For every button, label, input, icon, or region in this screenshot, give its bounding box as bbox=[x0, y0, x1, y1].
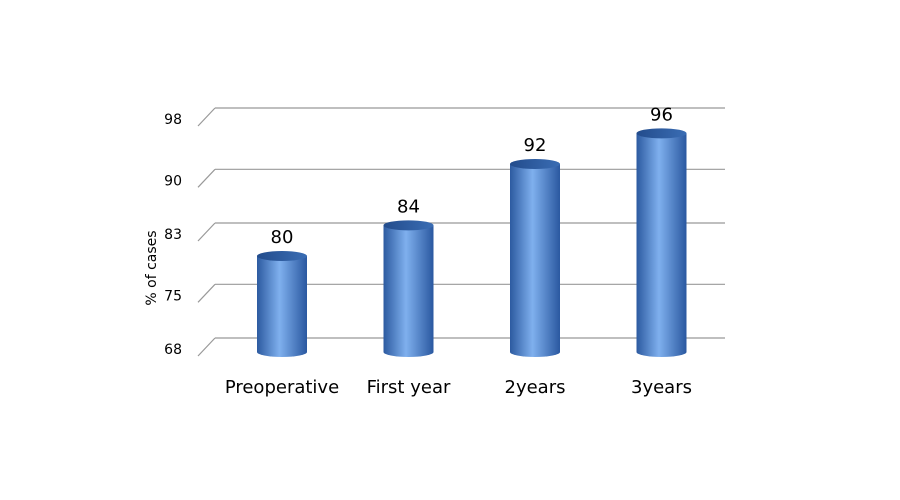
x-tick-label: 2years bbox=[505, 377, 566, 398]
x-tick-label: Preoperative bbox=[225, 377, 339, 398]
bar bbox=[510, 164, 560, 357]
value-label: 80 bbox=[271, 227, 294, 248]
y-tick-label: 75 bbox=[164, 288, 182, 304]
y-tick-label: 68 bbox=[164, 342, 182, 358]
y-tick-label: 90 bbox=[164, 173, 182, 189]
grid-line bbox=[197, 222, 216, 242]
bar bbox=[383, 225, 434, 357]
bar bbox=[257, 256, 307, 357]
grid-line bbox=[197, 283, 216, 303]
y-axis-label: % of cases bbox=[144, 230, 160, 305]
y-tick-label: 98 bbox=[164, 112, 182, 128]
bar-top bbox=[257, 251, 307, 261]
bar-top bbox=[636, 128, 687, 139]
grid-line bbox=[197, 107, 216, 127]
bar-top bbox=[383, 220, 434, 231]
grid-line bbox=[197, 168, 216, 188]
value-label: 92 bbox=[524, 135, 547, 156]
grid-line bbox=[197, 337, 216, 357]
x-tick-label: 3years bbox=[631, 377, 692, 398]
value-label: 84 bbox=[397, 196, 420, 217]
bar-top bbox=[510, 159, 560, 169]
y-tick-label: 83 bbox=[164, 227, 182, 243]
value-label: 96 bbox=[650, 104, 673, 125]
x-tick-label: First year bbox=[367, 377, 451, 398]
bar bbox=[636, 133, 687, 357]
